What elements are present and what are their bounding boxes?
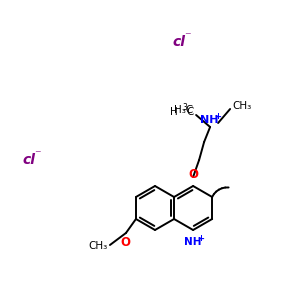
- Text: cl: cl: [22, 153, 35, 167]
- Text: +: +: [214, 112, 222, 121]
- Text: 3: 3: [182, 103, 187, 112]
- Text: cl: cl: [172, 35, 185, 49]
- Text: ⁻: ⁻: [184, 31, 190, 44]
- Text: +: +: [198, 234, 205, 243]
- Text: H₃C: H₃C: [174, 105, 193, 115]
- Text: C: C: [186, 107, 194, 117]
- Text: NH: NH: [184, 237, 202, 247]
- Text: CH₃: CH₃: [89, 241, 108, 251]
- Text: H: H: [170, 107, 178, 117]
- Text: ⁻: ⁻: [34, 148, 40, 161]
- Text: NH: NH: [200, 115, 218, 125]
- Text: CH₃: CH₃: [232, 101, 251, 111]
- Text: O: O: [120, 236, 130, 249]
- Text: O: O: [188, 168, 198, 181]
